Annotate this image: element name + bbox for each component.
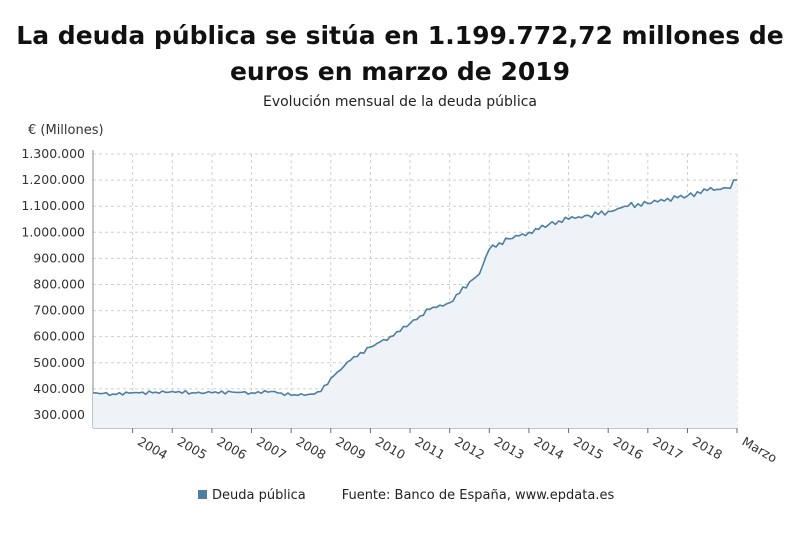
x-tick-label: 2005: [175, 434, 210, 463]
series-line: [92, 179, 738, 397]
x-tick-label: Marzo: [740, 434, 780, 466]
x-tick-label: 2008: [294, 434, 329, 463]
x-tick-label: 2007: [254, 434, 289, 463]
chart-title: La deuda pública se sitúa en 1.199.772,7…: [16, 21, 784, 86]
y-axis-label: € (Millones): [28, 123, 104, 138]
x-tick-label: 2009: [333, 434, 368, 463]
x-tick-label: 2012: [452, 434, 487, 463]
y-tick-label: 400.000: [33, 381, 85, 396]
x-tick-label: 2017: [650, 434, 685, 463]
x-tick-label: 2004: [135, 434, 170, 463]
y-tick-label: 300.000: [33, 407, 85, 422]
y-tick-label: 900.000: [33, 250, 85, 265]
x-tick-label: 2010: [373, 434, 408, 463]
x-tick-label: 2015: [571, 434, 606, 463]
y-tick-label: 1.200.000: [21, 172, 85, 187]
chart-footer: Deuda pública Fuente: Banco de España, ww…: [198, 488, 614, 503]
x-tick-label: 2014: [531, 434, 566, 463]
y-tick-label: 600.000: [33, 329, 85, 344]
y-tick-label: 800.000: [33, 276, 85, 291]
legend-label: Deuda pública: [212, 488, 306, 503]
x-tick-label: 2013: [492, 434, 527, 463]
series-area: [93, 179, 737, 428]
y-tick-label: 1.100.000: [21, 198, 85, 213]
x-tick-label: 2018: [690, 434, 725, 463]
y-tick-label: 700.000: [33, 303, 85, 318]
y-tick-label: 1.300.000: [21, 146, 85, 161]
legend-swatch: [198, 490, 207, 499]
x-tick-label: 2016: [611, 434, 646, 463]
y-tick-label: 500.000: [33, 355, 85, 370]
y-tick-label: 1.000.000: [21, 224, 85, 239]
x-tick-label: 2006: [214, 434, 249, 463]
chart-subtitle: Evolución mensual de la deuda pública: [262, 94, 537, 110]
x-tick-label: 2011: [413, 434, 448, 463]
source-text: Fuente: Banco de España, www.epdata.es: [341, 488, 615, 503]
